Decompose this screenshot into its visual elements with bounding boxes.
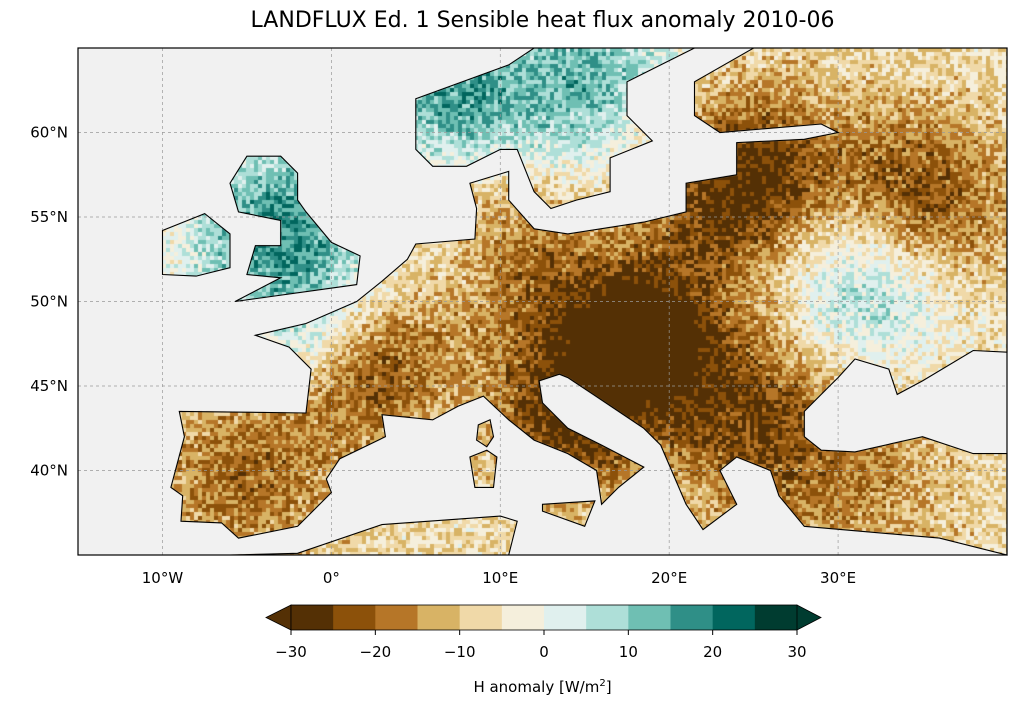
colorbar: −30 −20 −10 0 10 20 30 xyxy=(265,604,822,661)
colorbar-tick-label: −30 xyxy=(275,643,307,661)
map-frame xyxy=(77,47,1008,556)
lat-tick-label: 55°N xyxy=(30,208,68,226)
coastline xyxy=(476,419,495,448)
coastline xyxy=(469,449,498,488)
lon-tick-label: 0° xyxy=(323,569,340,587)
colorbar-bin xyxy=(754,605,798,630)
colorbar-bin xyxy=(291,605,334,630)
coastline xyxy=(541,500,596,527)
coastline xyxy=(170,47,1008,556)
colorbar-tick-label: 30 xyxy=(787,643,806,661)
axis-ticks: 10°W 0° 10°E 20°E 30°E 60°N 55°N 50°N 45°N 40°N xyxy=(30,124,856,588)
colorbar-tick-label: −10 xyxy=(444,643,476,661)
colorbar-bin xyxy=(333,605,376,630)
colorbar-bin xyxy=(501,605,545,630)
coastline xyxy=(415,47,695,210)
colorbar-bin xyxy=(459,605,503,630)
colorbar-bin xyxy=(628,605,671,630)
lon-tick-label: 20°E xyxy=(651,569,687,587)
colorbar-tick-label: 10 xyxy=(619,643,638,661)
lat-tick-label: 45°N xyxy=(30,377,68,395)
colorbar-bin xyxy=(712,605,756,630)
colorbar-extend-low xyxy=(265,604,292,631)
colorbar-bin xyxy=(670,605,714,630)
chart-title: LANDFLUX Ed. 1 Sensible heat flux anomal… xyxy=(250,8,835,33)
lon-tick-label: 10°E xyxy=(482,569,518,587)
colorbar-label-text: H anomaly [W/m xyxy=(473,678,600,696)
colorbar-bin xyxy=(544,605,587,630)
lon-tick-label: 10°W xyxy=(142,569,184,587)
lon-tick-label: 30°E xyxy=(820,569,856,587)
colorbar-tick-label: 0 xyxy=(539,643,549,661)
colorbar-tick-label: −20 xyxy=(360,643,392,661)
coastline xyxy=(229,155,361,303)
colorbar-label-sup: 2 xyxy=(599,678,606,689)
colorbar-label: H anomaly [W/m2] xyxy=(0,678,1022,696)
colorbar-tick-label: 20 xyxy=(703,643,722,661)
colorbar-bin xyxy=(586,605,629,630)
colorbar-bin xyxy=(375,605,418,630)
colorbar-bin xyxy=(417,605,461,630)
coastline xyxy=(229,515,518,556)
colorbar-extend-high xyxy=(796,604,822,631)
lat-tick-label: 40°N xyxy=(30,462,68,480)
colorbar-label-end: ] xyxy=(605,678,612,696)
lat-tick-label: 50°N xyxy=(30,293,68,311)
gridlines xyxy=(78,48,1007,555)
lat-tick-label: 60°N xyxy=(30,124,68,142)
coastline xyxy=(161,212,231,277)
